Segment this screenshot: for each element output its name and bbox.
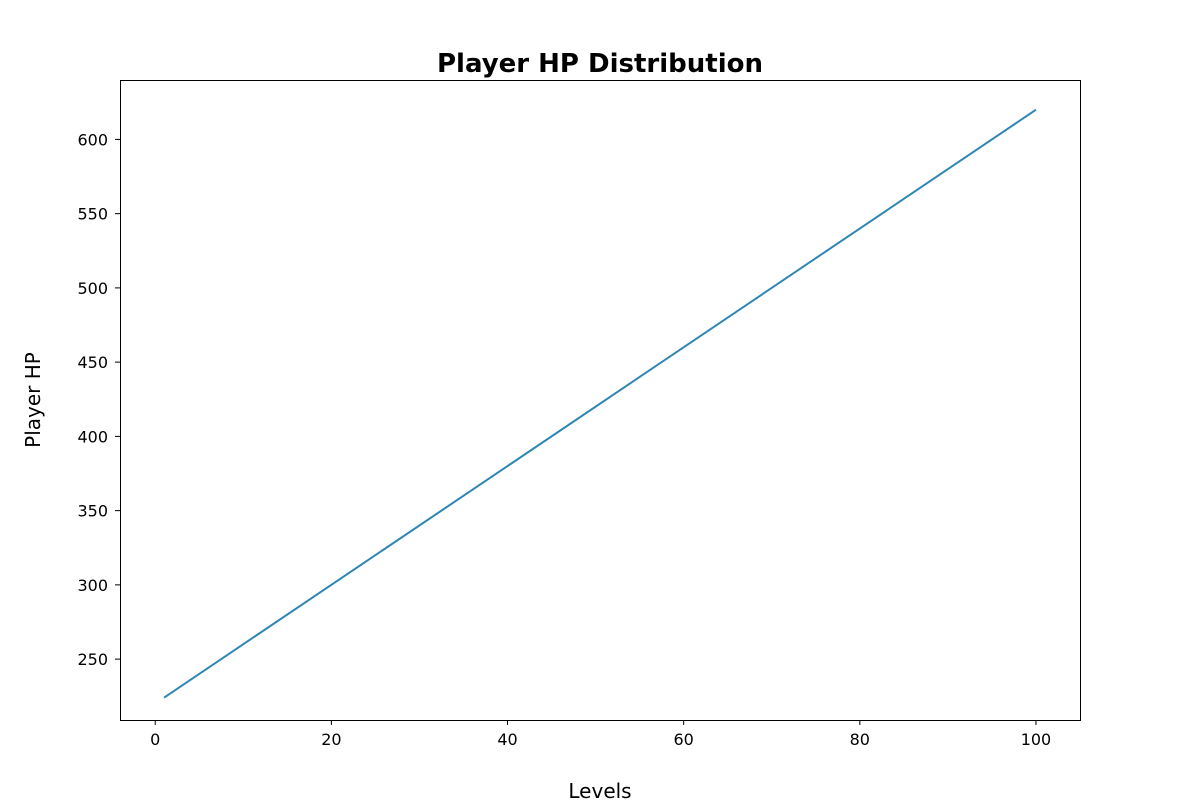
y-tick-label: 550 [77,205,108,224]
plot-area-frame [120,80,1081,721]
x-tick-label: 80 [850,730,870,749]
y-axis-ticks: 250 300 350 400 450 500 550 600 [77,130,120,669]
chart-title: Player HP Distribution [437,49,763,79]
y-axis-label: Player HP [21,352,45,448]
y-tick-label: 300 [77,576,108,595]
x-axis-label: Levels [568,779,631,800]
y-tick-label: 400 [77,427,108,446]
series-layer [163,108,1037,699]
x-tick-label: 100 [1021,730,1052,749]
x-tick-label: 20 [321,730,341,749]
x-tick-label: 0 [150,730,160,749]
x-axis-ticks: 0 20 40 60 80 100 [150,720,1051,749]
y-tick-label: 500 [77,279,108,298]
x-tick-label: 40 [497,730,517,749]
series-line [163,108,1037,699]
x-tick-label: 60 [673,730,693,749]
y-tick-label: 350 [77,502,108,521]
y-tick-label: 450 [77,353,108,372]
y-tick-label: 250 [77,650,108,669]
y-tick-label: 600 [77,130,108,149]
